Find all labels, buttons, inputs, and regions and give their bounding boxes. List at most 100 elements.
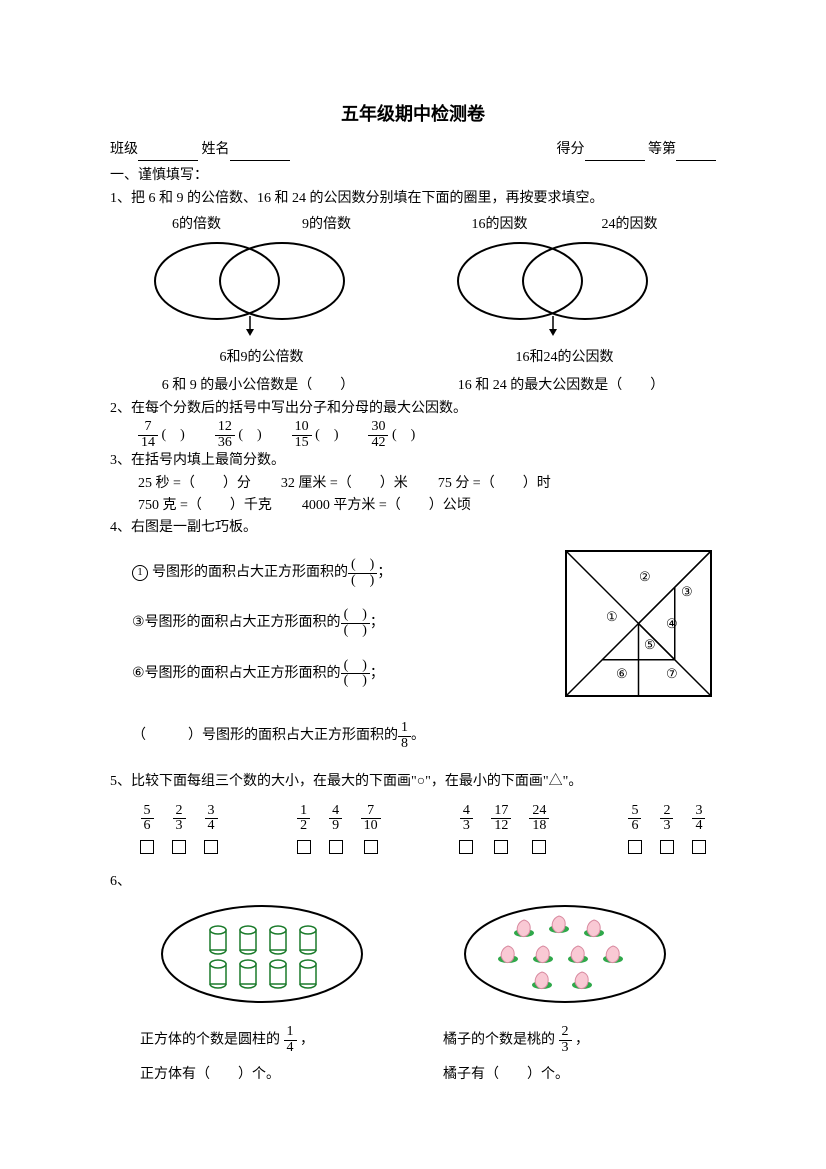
name-label: 姓名 bbox=[202, 142, 230, 157]
venn-diagrams: 6的倍数 9的倍数 6和9的公倍数 16的因数 24的因数 16和 bbox=[110, 214, 716, 369]
q1-answer-2: 16 和 24 的最大公因数是（ ） bbox=[458, 375, 665, 397]
answer-box[interactable] bbox=[140, 840, 154, 854]
q5-col: 23 bbox=[172, 804, 186, 863]
q6-left-text-a: 正方体的个数是圆柱的 bbox=[140, 1033, 280, 1048]
q6-right-caption2: 橘子有（ ）个。 bbox=[443, 1064, 716, 1086]
answer-box[interactable] bbox=[459, 840, 473, 854]
q5-text: 5、比较下面每组三个数的大小，在最大的下面画"○"，在最小的下面画"△"。 bbox=[110, 771, 716, 793]
section-1-title: 一、谨慎填写： bbox=[110, 165, 716, 187]
paren-blank[interactable]: ( ) bbox=[238, 427, 261, 442]
q4-line-1: 1 号图形的面积占大正方形面积的 ； bbox=[132, 558, 543, 588]
paren-blank[interactable]: ( ) bbox=[315, 427, 338, 442]
semicolon: ； bbox=[370, 663, 384, 685]
answer-box[interactable] bbox=[297, 840, 311, 854]
grade-blank[interactable] bbox=[676, 146, 716, 161]
fraction: 1712 bbox=[491, 804, 511, 834]
q2-fractions: 714 ( ) 1236 ( ) 1015 ( ) 3042 ( ) bbox=[138, 420, 716, 450]
answer-box[interactable] bbox=[628, 840, 642, 854]
paren-blank[interactable]: ( ) bbox=[392, 427, 415, 442]
tangram-label-3: ③ bbox=[681, 584, 693, 599]
semicolon: ； bbox=[377, 562, 391, 584]
q2-item-1: 714 ( ) bbox=[138, 420, 185, 450]
paren-blank[interactable]: ( ) bbox=[162, 427, 185, 442]
venn1-right: 9的倍数 bbox=[302, 214, 351, 236]
q5-groups: 56233412497104317122418562334 bbox=[140, 804, 706, 863]
header-left: 班级 姓名 bbox=[110, 139, 557, 161]
q6-left-caption1: 正方体的个数是圆柱的 14 ， bbox=[140, 1025, 413, 1055]
q5-col: 49 bbox=[329, 804, 343, 863]
answer-box[interactable] bbox=[204, 840, 218, 854]
answer-box[interactable] bbox=[692, 840, 706, 854]
venn-right-labels: 16的因数 24的因数 bbox=[435, 214, 695, 236]
fraction: 34 bbox=[692, 804, 705, 834]
circled-6: ⑥ bbox=[132, 663, 145, 685]
circled-1: 1 bbox=[132, 565, 148, 581]
q5-col: 56 bbox=[140, 804, 154, 863]
fraction: 43 bbox=[460, 804, 473, 834]
q4-lines: 1 号图形的面积占大正方形面积的 ； ③ 号图形的面积占大正方形面积的 ； ⑥ … bbox=[110, 546, 543, 709]
page-title: 五年级期中检测卷 bbox=[110, 100, 716, 129]
peaches-oval bbox=[455, 899, 675, 1009]
q5-col: 710 bbox=[361, 804, 381, 863]
q1-answer-1: 6 和 9 的最小公倍数是（ ） bbox=[162, 375, 355, 397]
fraction: 56 bbox=[141, 804, 154, 834]
answer-box[interactable] bbox=[532, 840, 546, 854]
fraction: 34 bbox=[205, 804, 218, 834]
fraction: 56 bbox=[628, 804, 641, 834]
score-blank[interactable] bbox=[585, 146, 645, 161]
q4-line3-text: 号图形的面积占大正方形面积的 bbox=[145, 612, 341, 634]
fraction: 2418 bbox=[529, 804, 549, 834]
q3-row-1: 25 秒 =（ ）分 32 厘米 =（ ）米 75 分 =（ ）时 bbox=[138, 473, 716, 495]
q2-item-4: 3042 ( ) bbox=[368, 420, 415, 450]
q3-item: 32 厘米 =（ ）米 bbox=[281, 473, 408, 495]
q5-col: 2418 bbox=[529, 804, 549, 863]
q5-col: 1712 bbox=[491, 804, 511, 863]
q4-line-6: ⑥ 号图形的面积占大正方形面积的 ； bbox=[132, 659, 543, 689]
fraction: 14 bbox=[284, 1025, 297, 1055]
answer-box[interactable] bbox=[660, 840, 674, 854]
semicolon: ； bbox=[370, 612, 384, 634]
fraction-blank[interactable] bbox=[348, 558, 377, 588]
q6-right: 橘子的个数是桃的 23 ， 橘子有（ ）个。 bbox=[413, 899, 716, 1086]
name-blank[interactable] bbox=[230, 146, 290, 161]
q3-item: 750 克 =（ ）千克 bbox=[138, 495, 272, 517]
answer-box[interactable] bbox=[172, 840, 186, 854]
q3-row-2: 750 克 =（ ）千克 4000 平方米 =（ ）公顷 bbox=[138, 495, 716, 517]
tangram-diagram: ① ② ③ ④ ⑤ ⑥ ⑦ bbox=[561, 546, 716, 701]
q5-group: 562334 bbox=[628, 804, 706, 863]
venn2-bottom: 16和24的公因数 bbox=[435, 347, 695, 369]
fraction-blank[interactable] bbox=[341, 608, 370, 638]
fraction: 12 bbox=[297, 804, 310, 834]
q3-item: 4000 平方米 =（ ）公顷 bbox=[302, 495, 471, 517]
period: 。 bbox=[411, 725, 425, 747]
answer-box[interactable] bbox=[494, 840, 508, 854]
q6-label: 6、 bbox=[110, 871, 716, 893]
comma: ， bbox=[575, 1033, 589, 1048]
circled-3: ③ bbox=[132, 612, 145, 634]
q6-right-text-a: 橘子的个数是桃的 bbox=[443, 1033, 555, 1048]
q5-group: 12 49 710 bbox=[297, 804, 381, 863]
class-label: 班级 bbox=[110, 142, 138, 157]
venn-diagram-2 bbox=[435, 236, 665, 336]
q2-item-3: 1015 ( ) bbox=[292, 420, 339, 450]
tangram-label-1: ① bbox=[606, 609, 618, 624]
q6-right-caption1: 橘子的个数是桃的 23 ， bbox=[443, 1025, 716, 1055]
q5-group: 43 1712 2418 bbox=[459, 804, 549, 863]
header-right: 得分 等第 bbox=[557, 139, 717, 161]
answer-box[interactable] bbox=[329, 840, 343, 854]
answer-box[interactable] bbox=[364, 840, 378, 854]
cylinders-oval bbox=[152, 899, 372, 1009]
venn-left-block: 6的倍数 9的倍数 6和9的公倍数 bbox=[132, 214, 392, 369]
fraction: 710 bbox=[361, 804, 381, 834]
q5-col: 34 bbox=[692, 804, 706, 863]
class-blank[interactable] bbox=[138, 146, 198, 161]
q4-line1-text: 号图形的面积占大正方形面积的 bbox=[152, 562, 348, 584]
fraction: 1236 bbox=[215, 420, 235, 450]
fraction-blank[interactable] bbox=[341, 659, 370, 689]
venn1-left: 6的倍数 bbox=[172, 214, 221, 236]
page: 五年级期中检测卷 班级 姓名 得分 等第 一、谨慎填写： 1、把 6 和 9 的… bbox=[0, 0, 826, 1169]
q5-col: 56 bbox=[628, 804, 642, 863]
q5-col: 43 bbox=[459, 804, 473, 863]
cylinders bbox=[210, 926, 316, 988]
venn-right-block: 16的因数 24的因数 16和24的公因数 bbox=[435, 214, 695, 369]
